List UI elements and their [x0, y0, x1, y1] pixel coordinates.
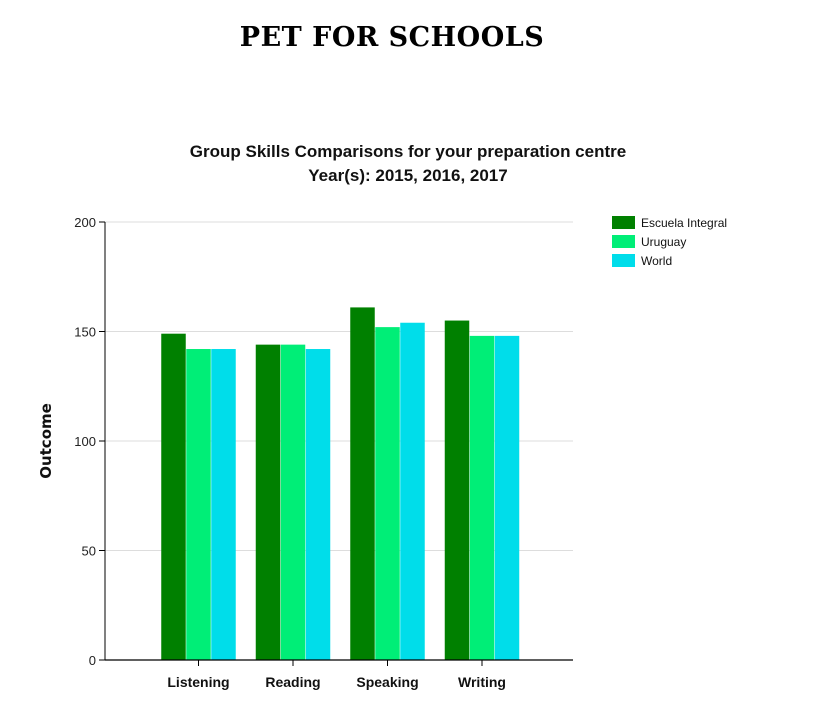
- bar: [211, 349, 236, 660]
- x-tick-label: Reading: [265, 674, 320, 690]
- bar: [161, 333, 186, 660]
- legend-label: Uruguay: [641, 235, 686, 249]
- y-tick-label: 150: [74, 325, 96, 340]
- legend-label: World: [641, 254, 672, 268]
- legend-swatch: [612, 216, 635, 229]
- bar: [255, 344, 281, 660]
- y-tick-label: 50: [82, 544, 96, 559]
- legend-label: Escuela Integral: [641, 216, 727, 230]
- x-tick-label: Speaking: [356, 674, 418, 690]
- bar: [280, 344, 306, 660]
- y-tick-label: 0: [89, 653, 96, 668]
- bar: [186, 349, 211, 660]
- bars: [161, 307, 520, 660]
- y-axis-label: Outcome: [37, 403, 55, 479]
- x-tick-label: Writing: [458, 674, 506, 690]
- bar: [305, 349, 331, 660]
- y-tick-label: 100: [74, 434, 96, 449]
- bar: [469, 335, 495, 660]
- bar: [444, 320, 470, 660]
- page-title: PET FOR SCHOOLS: [239, 22, 545, 53]
- bar: [400, 322, 425, 660]
- y-tick-label: 200: [74, 215, 96, 230]
- x-tick-label: Listening: [167, 674, 229, 690]
- bar: [375, 327, 400, 660]
- bar: [494, 335, 520, 660]
- legend-swatch: [612, 235, 635, 248]
- legend: Escuela Integral Uruguay World: [612, 216, 727, 268]
- chart-subtitle: Year(s): 2015, 2016, 2017: [308, 166, 507, 185]
- chart-title: Group Skills Comparisons for your prepar…: [190, 142, 626, 161]
- legend-swatch: [612, 254, 635, 267]
- bar: [350, 307, 375, 660]
- axes: 0 50 100 150 200 Listening Reading Speaking Writ…: [74, 215, 573, 690]
